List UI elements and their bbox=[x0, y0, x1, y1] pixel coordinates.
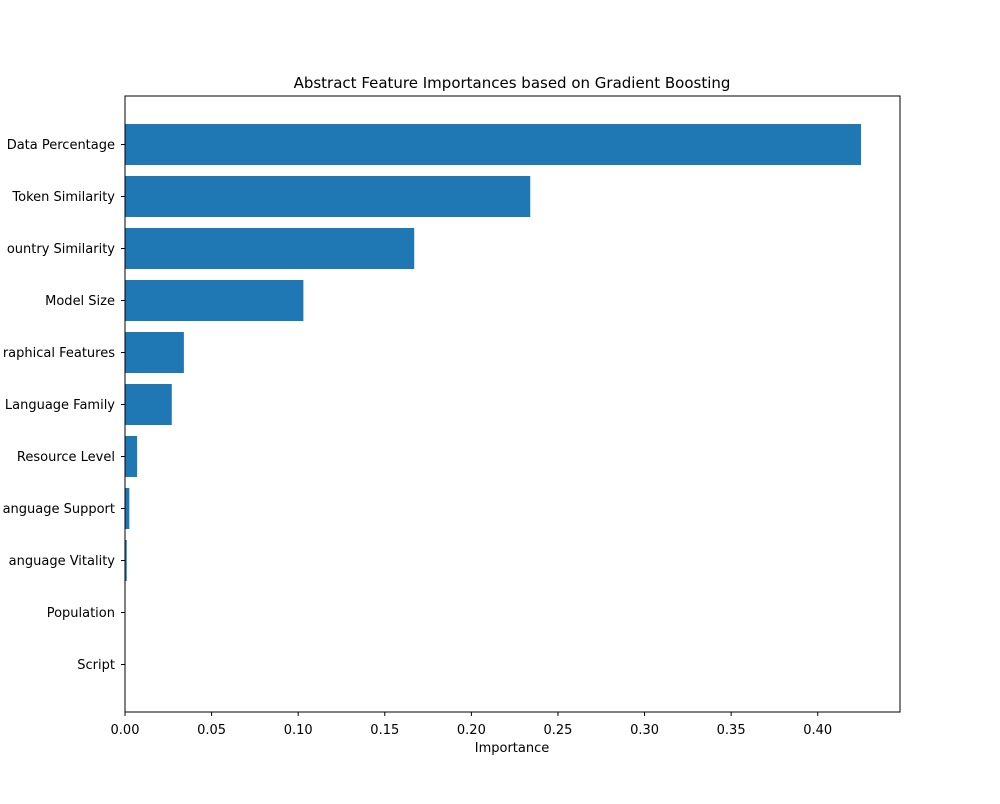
x-tick-label: 0.40 bbox=[803, 723, 832, 738]
x-tick-label: 0.20 bbox=[457, 723, 486, 738]
bar-anguage-support bbox=[125, 488, 129, 529]
x-tick-label: 0.30 bbox=[630, 723, 659, 738]
x-tick-label: 0.35 bbox=[717, 723, 746, 738]
y-tick-label: Data Percentage bbox=[7, 138, 115, 153]
bar-language-family bbox=[125, 384, 172, 425]
x-tick-label: 0.10 bbox=[284, 723, 313, 738]
x-axis-label: Importance bbox=[475, 741, 550, 756]
y-tick-label: Population bbox=[47, 606, 115, 621]
bar-token-similarity bbox=[125, 176, 530, 217]
x-tick-label: 0.25 bbox=[543, 723, 572, 738]
bars-layer bbox=[125, 124, 861, 685]
x-tick-label: 0.05 bbox=[197, 723, 226, 738]
x-tick-label: 0.15 bbox=[370, 723, 399, 738]
bar-data-percentage bbox=[125, 124, 861, 165]
y-tick-label: Model Size bbox=[45, 294, 115, 309]
y-tick-label: Resource Level bbox=[17, 450, 115, 465]
chart-title: Abstract Feature Importances based on Gr… bbox=[294, 74, 731, 92]
bar-model-size bbox=[125, 280, 303, 321]
y-tick-label: Script bbox=[77, 658, 115, 673]
y-tick-label: anguage Vitality bbox=[9, 554, 116, 569]
bar-ountry-similarity bbox=[125, 228, 414, 269]
bar-resource-level bbox=[125, 436, 137, 477]
y-tick-label: Language Family bbox=[5, 398, 115, 413]
bar-raphical-features bbox=[125, 332, 184, 373]
y-tick-label: anguage Support bbox=[3, 502, 115, 517]
y-tick-label: ountry Similarity bbox=[7, 242, 115, 257]
x-axis: 0.00 0.05 0.10 0.15 0.20 0.25 0.30 0.35 0.40 bbox=[111, 712, 833, 738]
x-tick-label: 0.00 bbox=[111, 723, 140, 738]
y-axis: Data Percentage Token Similarity ountry Si… bbox=[3, 138, 125, 673]
y-tick-label: Token Similarity bbox=[11, 190, 115, 205]
y-tick-label: raphical Features bbox=[3, 346, 115, 361]
